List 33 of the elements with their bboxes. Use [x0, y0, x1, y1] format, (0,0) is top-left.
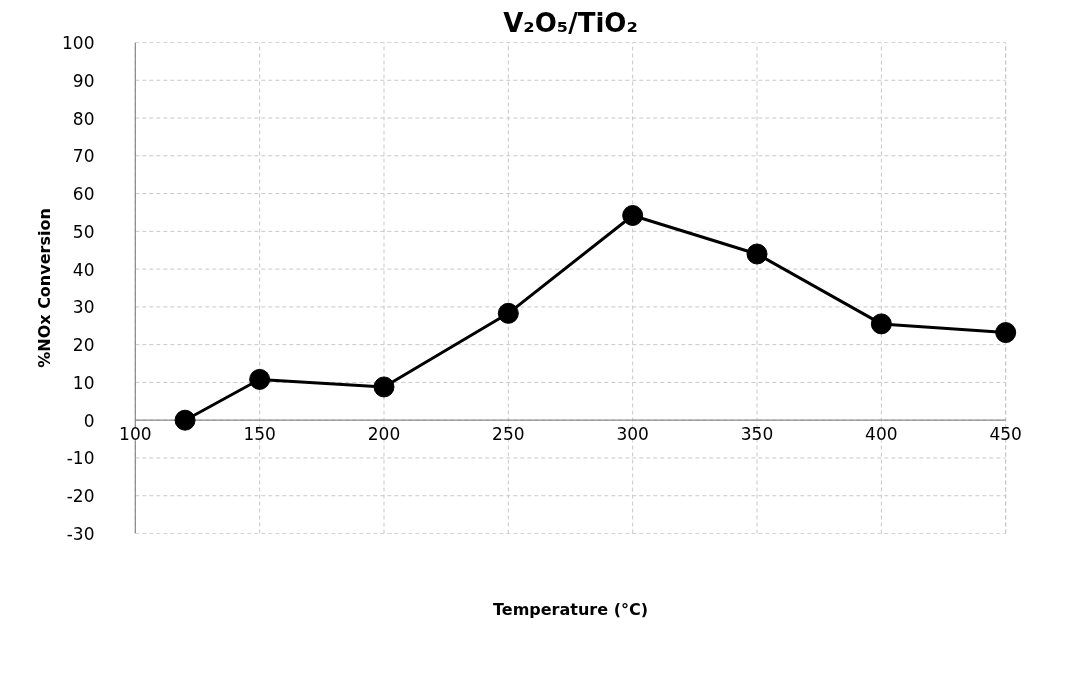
x-tick-label: 200 [367, 424, 401, 445]
y-tick-label: 40 [72, 259, 95, 280]
y-tick-label: -10 [66, 448, 95, 469]
point [995, 322, 1017, 344]
y-tick-label: 90 [72, 70, 95, 91]
y-tick-label: 20 [72, 335, 95, 356]
y-tick-label: 50 [72, 221, 95, 242]
y-tick-label: -20 [66, 486, 95, 507]
y-tick-label: 80 [72, 108, 95, 129]
x-tick-label: 150 [243, 424, 276, 445]
y-tick-label: 0 [83, 410, 95, 431]
point [622, 205, 644, 226]
point [373, 376, 395, 398]
y-tick-label: -30 [66, 524, 95, 544]
point [497, 302, 519, 324]
x-tick-label: 300 [616, 424, 649, 445]
y-tick-label: 70 [72, 146, 95, 167]
y-tick-label: 60 [72, 184, 95, 205]
y-tick-label: 10 [72, 372, 95, 393]
x-tick-label: 250 [492, 424, 525, 445]
point [249, 368, 271, 390]
x-tick-label: 400 [865, 424, 898, 445]
x-tick-label: 450 [989, 424, 1022, 445]
point [870, 313, 892, 335]
y-axis-title: %NOx Conversion [35, 208, 55, 368]
point [746, 243, 768, 265]
chart-title: V₂O₅/TiO₂ [503, 7, 638, 38]
point [174, 409, 196, 431]
x-tick-label: 100 [119, 424, 152, 445]
y-tick-label: 30 [72, 297, 95, 318]
x-tick-label: 350 [740, 424, 774, 445]
x-axis-title: Temperature (°C) [492, 599, 649, 619]
y-tick-label: 100 [62, 33, 95, 53]
